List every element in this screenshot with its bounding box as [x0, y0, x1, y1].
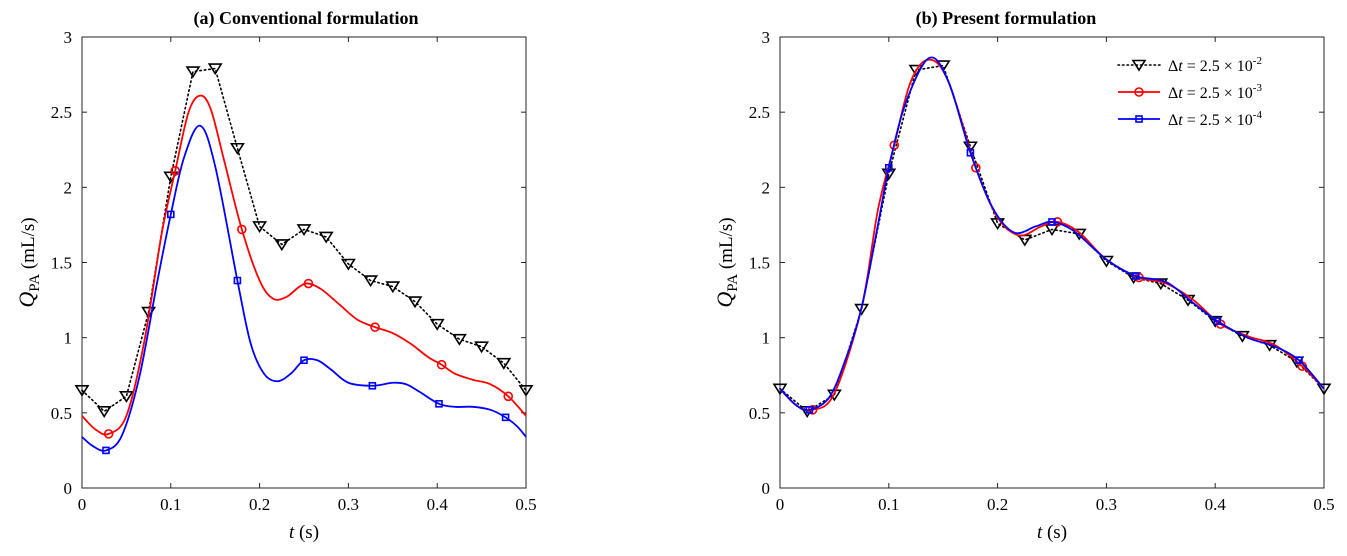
- panel-a-series-1-marker: [207, 63, 223, 76]
- panel-a-series-2-marker: [503, 391, 514, 402]
- panel-b-series-3-line: [779, 56, 1325, 412]
- panel-b-plot-area: [779, 36, 1325, 489]
- panel-a-series-1-marker: [185, 66, 201, 79]
- legend-entry-3: Δt = 2.5 × 10-4: [1118, 109, 1262, 129]
- panel-b: (b) Present formulation 0 0.1 0.2 0.3 0.4 0.5…: [712, 8, 1335, 543]
- legend-marker-2: [1134, 87, 1144, 97]
- panel-a-y-tick-label: 2.5: [51, 103, 72, 122]
- panel-a-x-tick-label: 0: [78, 495, 87, 514]
- panel-b-x-tick-label: 0.1: [878, 495, 899, 514]
- panel-a-y-tick-label: 0: [64, 479, 73, 498]
- panel-a-series-1-marker: [451, 333, 467, 346]
- panel-a-series-3-marker: [300, 356, 308, 365]
- panel-a-y-tick-label: 2: [64, 178, 73, 197]
- panel-b-y-tick-label: 0: [762, 479, 771, 498]
- panel-b-title: (b) Present formulation: [916, 8, 1097, 29]
- panel-a-series-1-marker: [385, 281, 401, 294]
- legend-entry-1: Δt = 2.5 × 10-2: [1117, 55, 1262, 75]
- panel-a-series-3-marker: [102, 446, 110, 455]
- panel-b-series-3-marker: [1213, 317, 1222, 325]
- panel-a-series-1-marker: [429, 318, 445, 331]
- panel-a-series-3-marker: [167, 210, 175, 219]
- panel-b-series-3-marker: [805, 406, 814, 414]
- panel-a-series-2-marker: [103, 429, 114, 439]
- panel-a-series-3-marker: [501, 413, 510, 422]
- panel-b-series-1-marker: [962, 141, 978, 154]
- panel-b-x-tick-label: 0.3: [1096, 495, 1117, 514]
- panel-a-series-2: [81, 94, 527, 439]
- panel-a-plot-area: [81, 36, 527, 489]
- panel-a-series-1-marker: [118, 390, 134, 403]
- panel-b-series-3: [779, 56, 1325, 414]
- panel-a-series-1-marker: [96, 406, 112, 418]
- panel-a-series-1-marker: [252, 221, 268, 234]
- panel-a-series-2-line: [81, 94, 527, 436]
- panel-b-y-tick-label: 3: [762, 28, 771, 47]
- panel-a-series-1-marker: [363, 275, 379, 288]
- legend-label-3: Δt = 2.5 × 10-4: [1168, 109, 1262, 129]
- panel-b-x-tick-label: 0.4: [1205, 495, 1227, 514]
- panel-a-series-1-marker: [407, 296, 423, 309]
- panel-a-series-1-marker: [74, 384, 90, 397]
- panel-a: (a) Conventional formulation 0 0.1 0.2 0.3 0…: [14, 8, 537, 543]
- panel-a-title: (a) Conventional formulation: [194, 8, 419, 29]
- panel-a-series-1-marker: [274, 239, 290, 252]
- panel-b-series-2-marker: [971, 162, 981, 173]
- panel-a-series-2-marker: [370, 322, 380, 332]
- panel-b-y-axis-label: QPA (mL/s): [712, 217, 741, 307]
- panel-a-series-3-marker: [368, 381, 377, 390]
- panel-b-series-3-marker: [1295, 356, 1303, 365]
- panel-a-series-2-marker: [303, 278, 314, 289]
- panel-a-y-tick-label: 1: [64, 329, 73, 348]
- panel-b-series-3-marker: [1048, 218, 1056, 226]
- panel-a-series-1-marker: [340, 258, 356, 271]
- legend-entry-2: Δt = 2.5 × 10-3: [1118, 82, 1262, 102]
- panel-a-series-3: [81, 124, 527, 455]
- panel-b-x-tick-label: 0: [776, 495, 785, 514]
- panel-a-series-3-marker: [435, 400, 443, 408]
- panel-b-series-3-marker: [966, 148, 975, 157]
- panel-a-series-1-marker: [229, 142, 245, 155]
- panel-b-series-1-marker: [772, 383, 788, 396]
- panel-b-series-3-marker: [884, 163, 893, 172]
- panel-b-y-tick-label: 1.5: [749, 254, 770, 273]
- panel-b-series-1-marker: [1153, 278, 1169, 291]
- panel-a-x-tick-label: 0.3: [338, 495, 359, 514]
- panel-a-y-axis-label: QPA (mL/s): [14, 217, 43, 307]
- panel-a-series-3-line: [81, 124, 527, 452]
- legend-label-2: Δt = 2.5 × 10-3: [1168, 82, 1262, 102]
- panel-a-y-tick-label: 3: [64, 28, 73, 47]
- panel-a-x-axis-label: t (s): [289, 522, 319, 543]
- panel-b-y-tick-label: 0.5: [749, 404, 770, 423]
- panel-a-series-2-marker: [237, 224, 247, 235]
- panel-a-x-tick-label: 0.2: [249, 495, 270, 514]
- legend-marker-3: [1135, 115, 1143, 123]
- panel-b-series-3-marker: [1131, 272, 1140, 280]
- panel-a-series-3-marker: [233, 276, 242, 285]
- legend-label-1: Δt = 2.5 × 10-2: [1168, 55, 1262, 75]
- panel-a-x-tick-label: 0.5: [515, 495, 536, 514]
- panel-a-series-2-marker: [170, 165, 181, 176]
- panel-b-series-1-marker: [1316, 383, 1332, 396]
- legend: Δt = 2.5 × 10-2 Δt = 2.5 × 10-3 Δt = 2.5 ×…: [1117, 55, 1262, 129]
- panel-a-y-tick-label: 0.5: [51, 404, 72, 423]
- panel-a-y-tick-label: 1.5: [51, 254, 72, 273]
- panel-a-series-2-marker: [436, 359, 447, 370]
- legend-marker-1: [1131, 59, 1147, 72]
- panel-a-x-tick-label: 0.1: [160, 495, 181, 514]
- panel-a-series-1-marker: [318, 231, 334, 244]
- panel-a-series-1-marker: [474, 341, 490, 354]
- panel-b-y-tick-label: 1: [762, 329, 771, 348]
- panel-a-series-1-marker: [496, 357, 512, 370]
- panel-b-x-axis-label: t (s): [1037, 522, 1067, 543]
- panel-b-y-tick-label: 2.5: [749, 103, 770, 122]
- panel-a-series-1-marker: [518, 384, 534, 397]
- panel-a-series-1-marker: [296, 224, 312, 237]
- panel-b-y-tick-label: 2: [762, 178, 771, 197]
- panel-b-x-tick-label: 0.5: [1313, 495, 1334, 514]
- panel-b-x-tick-label: 0.2: [987, 495, 1008, 514]
- panel-a-x-tick-label: 0.4: [427, 495, 449, 514]
